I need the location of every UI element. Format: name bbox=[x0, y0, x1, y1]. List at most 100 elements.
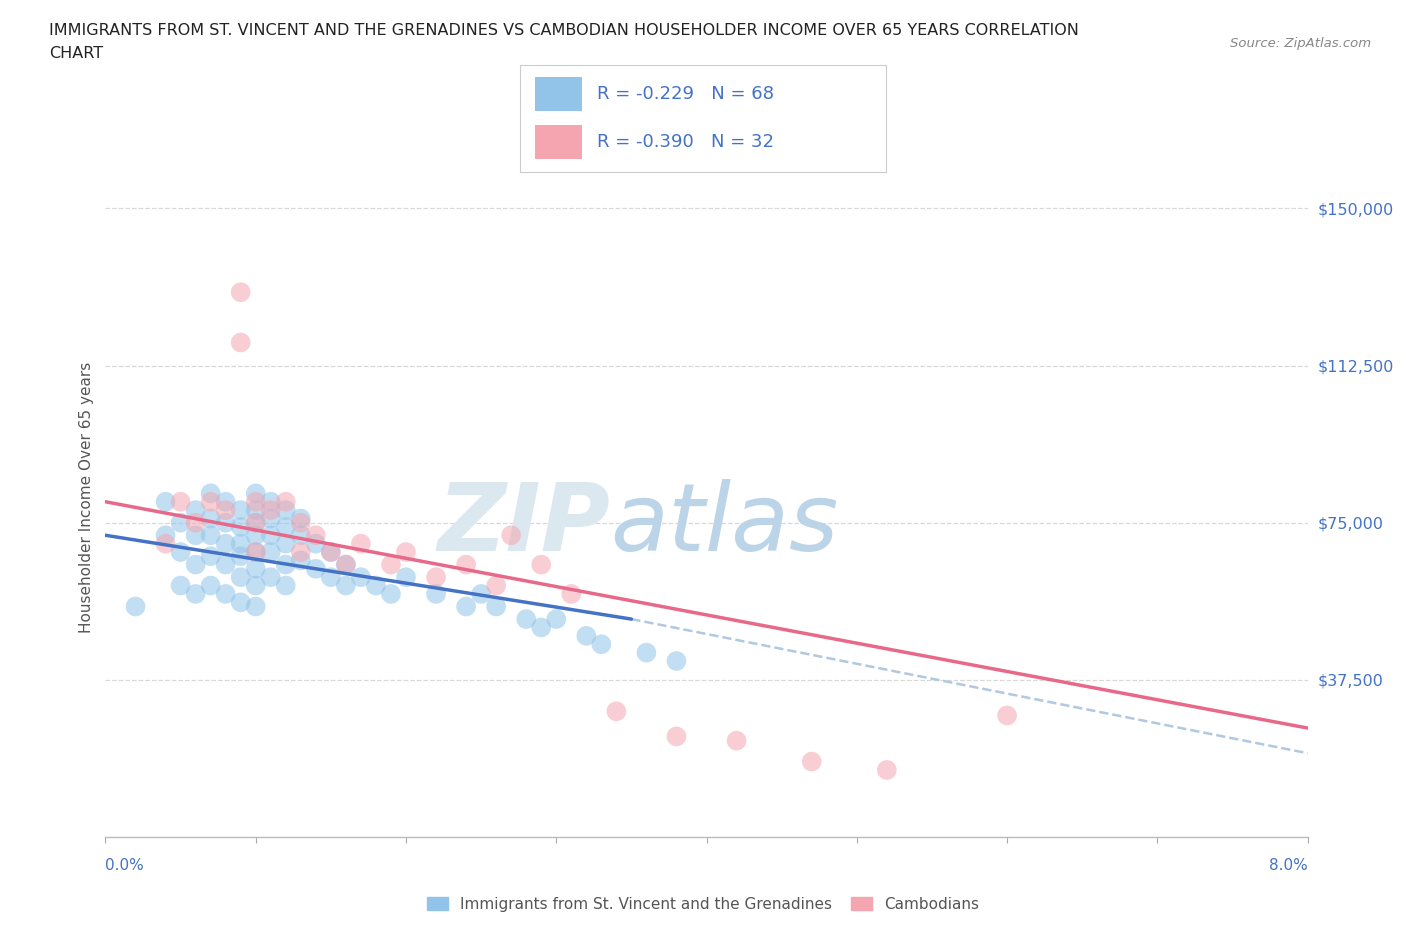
Point bbox=[169, 495, 191, 510]
Point bbox=[876, 763, 898, 777]
Point bbox=[995, 708, 1018, 723]
Point bbox=[501, 528, 523, 543]
Point bbox=[274, 578, 297, 593]
Text: R = -0.229   N = 68: R = -0.229 N = 68 bbox=[598, 85, 773, 103]
Point bbox=[425, 570, 447, 585]
Point bbox=[290, 528, 312, 543]
Point bbox=[245, 515, 267, 530]
Point bbox=[319, 570, 342, 585]
Point bbox=[184, 515, 207, 530]
Point bbox=[184, 528, 207, 543]
Point bbox=[290, 512, 312, 526]
Point bbox=[229, 537, 252, 551]
Point bbox=[214, 537, 236, 551]
Point bbox=[665, 654, 688, 669]
Point bbox=[636, 645, 658, 660]
Point bbox=[169, 545, 191, 560]
Text: ZIP: ZIP bbox=[437, 479, 610, 571]
Point bbox=[319, 545, 342, 560]
Point bbox=[124, 599, 146, 614]
Point bbox=[229, 285, 252, 299]
Point bbox=[229, 503, 252, 518]
Point bbox=[245, 503, 267, 518]
Point bbox=[200, 485, 222, 500]
Bar bbox=[534, 77, 582, 111]
Point bbox=[260, 495, 283, 510]
Point bbox=[485, 578, 508, 593]
Point bbox=[184, 503, 207, 518]
Point bbox=[530, 557, 553, 572]
Point bbox=[200, 528, 222, 543]
Text: Source: ZipAtlas.com: Source: ZipAtlas.com bbox=[1230, 37, 1371, 50]
Point bbox=[200, 512, 222, 526]
Point bbox=[530, 620, 553, 635]
Point bbox=[200, 549, 222, 564]
Point bbox=[260, 503, 283, 518]
Text: IMMIGRANTS FROM ST. VINCENT AND THE GRENADINES VS CAMBODIAN HOUSEHOLDER INCOME O: IMMIGRANTS FROM ST. VINCENT AND THE GREN… bbox=[49, 23, 1078, 38]
Point bbox=[364, 578, 387, 593]
Point bbox=[305, 528, 328, 543]
Point bbox=[454, 599, 477, 614]
Text: CHART: CHART bbox=[49, 46, 103, 61]
Point bbox=[274, 557, 297, 572]
Point bbox=[350, 570, 373, 585]
Point bbox=[245, 545, 267, 560]
Point bbox=[214, 495, 236, 510]
Point bbox=[274, 503, 297, 518]
Point bbox=[274, 537, 297, 551]
Point bbox=[155, 537, 177, 551]
Point bbox=[591, 637, 613, 652]
Point bbox=[454, 557, 477, 572]
Point bbox=[245, 515, 267, 530]
Point bbox=[200, 578, 222, 593]
Point bbox=[245, 545, 267, 560]
Point bbox=[335, 578, 357, 593]
Point bbox=[229, 520, 252, 535]
Point bbox=[319, 545, 342, 560]
Point bbox=[800, 754, 823, 769]
Point bbox=[184, 557, 207, 572]
Point bbox=[169, 515, 191, 530]
Point bbox=[274, 520, 297, 535]
Point bbox=[214, 557, 236, 572]
Point bbox=[245, 495, 267, 510]
Y-axis label: Householder Income Over 65 years: Householder Income Over 65 years bbox=[79, 362, 94, 633]
Point bbox=[290, 553, 312, 568]
Point bbox=[214, 515, 236, 530]
Point bbox=[169, 578, 191, 593]
Point bbox=[560, 587, 582, 602]
Point bbox=[305, 562, 328, 577]
Point bbox=[335, 557, 357, 572]
Point bbox=[274, 495, 297, 510]
Point bbox=[395, 545, 418, 560]
Point bbox=[395, 570, 418, 585]
Point bbox=[605, 704, 627, 719]
Point bbox=[184, 587, 207, 602]
Point bbox=[546, 612, 568, 627]
Point bbox=[229, 549, 252, 564]
Point bbox=[200, 495, 222, 510]
Point bbox=[260, 545, 283, 560]
Point bbox=[335, 557, 357, 572]
Point bbox=[245, 599, 267, 614]
Point bbox=[485, 599, 508, 614]
Point bbox=[260, 528, 283, 543]
Point bbox=[214, 503, 236, 518]
Text: 0.0%: 0.0% bbox=[105, 857, 145, 872]
Point bbox=[260, 512, 283, 526]
Point bbox=[380, 587, 402, 602]
Point bbox=[575, 629, 598, 644]
Point bbox=[229, 595, 252, 610]
Point bbox=[290, 515, 312, 530]
Point bbox=[515, 612, 537, 627]
Text: R = -0.390   N = 32: R = -0.390 N = 32 bbox=[598, 133, 773, 151]
Point bbox=[350, 537, 373, 551]
Point bbox=[380, 557, 402, 572]
Point bbox=[260, 570, 283, 585]
Point bbox=[665, 729, 688, 744]
Point bbox=[229, 570, 252, 585]
Point bbox=[725, 733, 748, 748]
Point bbox=[470, 587, 492, 602]
Point bbox=[245, 562, 267, 577]
Point bbox=[245, 485, 267, 500]
